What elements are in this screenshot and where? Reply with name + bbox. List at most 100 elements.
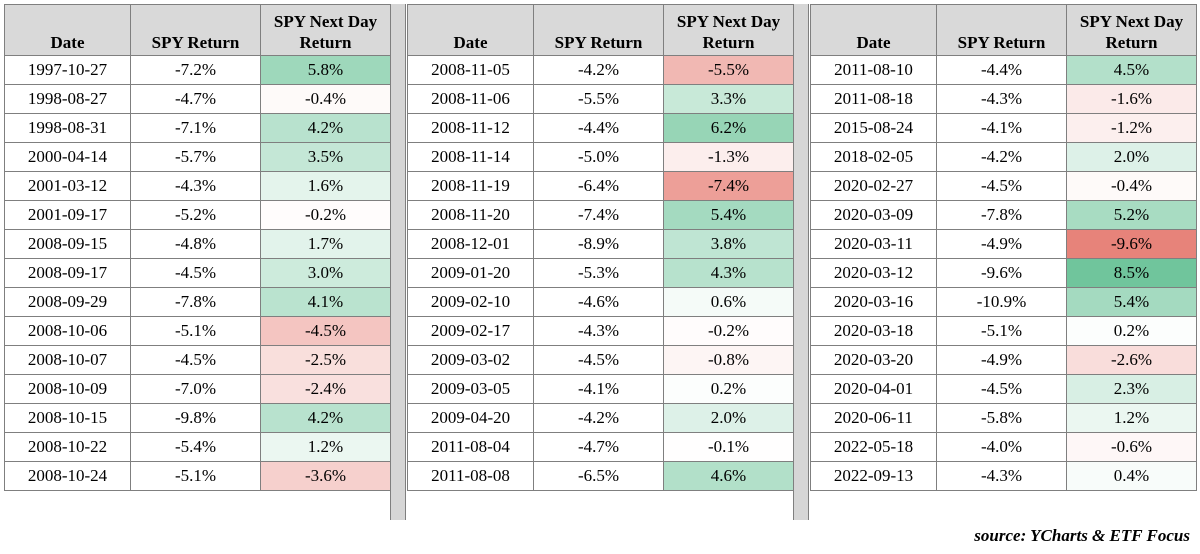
table-row: 2009-03-02 -4.5% -0.8% — [407, 345, 794, 375]
spy-return-cell: -4.3% — [533, 316, 664, 346]
date-cell: 2008-10-15 — [4, 403, 131, 433]
table-row: 1998-08-27 -4.7% -0.4% — [4, 84, 391, 114]
spy-return-cell: -5.7% — [130, 142, 261, 172]
next-day-return-cell: 4.3% — [663, 258, 794, 288]
spy-return-cell: -7.0% — [130, 374, 261, 404]
date-cell: 2008-11-12 — [407, 113, 534, 143]
date-cell: 2011-08-18 — [810, 84, 937, 114]
date-cell: 2020-06-11 — [810, 403, 937, 433]
table-row: 2011-08-18 -4.3% -1.6% — [810, 84, 1197, 114]
spy-return-cell: -4.0% — [936, 432, 1067, 462]
date-cell: 2020-03-16 — [810, 287, 937, 317]
next-day-return-cell: 4.1% — [260, 287, 391, 317]
next-day-return-cell: -0.4% — [260, 84, 391, 114]
next-day-return-cell: 6.2% — [663, 113, 794, 143]
spy-return-cell: -5.8% — [936, 403, 1067, 433]
next-day-return-cell: -0.6% — [1066, 432, 1197, 462]
returns-table-panel-1: Date SPY Return SPY Next Day Return 1997… — [4, 4, 391, 491]
returns-table: Date SPY Return SPY Next Day Return 2008… — [407, 4, 794, 491]
returns-table-panel-2: Date SPY Return SPY Next Day Return 2008… — [407, 4, 794, 491]
spy-return-cell: -6.4% — [533, 171, 664, 201]
date-cell: 1998-08-27 — [4, 84, 131, 114]
next-day-return-cell: 8.5% — [1066, 258, 1197, 288]
spy-return-cell: -5.4% — [130, 432, 261, 462]
spy-return-cell: -4.4% — [533, 113, 664, 143]
next-day-return-cell: -2.6% — [1066, 345, 1197, 375]
next-day-return-cell: -1.3% — [663, 142, 794, 172]
table-row: 2008-10-22 -5.4% 1.2% — [4, 432, 391, 462]
date-cell: 2011-08-04 — [407, 432, 534, 462]
table-row: 2008-11-06 -5.5% 3.3% — [407, 84, 794, 114]
spy-return-cell: -4.9% — [936, 345, 1067, 375]
table-row: 2008-11-05 -4.2% -5.5% — [407, 55, 794, 85]
table-row: 2008-11-12 -4.4% 6.2% — [407, 113, 794, 143]
spy-return-cell: -4.5% — [936, 374, 1067, 404]
spy-return-cell: -4.6% — [533, 287, 664, 317]
table-row: 2008-10-15 -9.8% 4.2% — [4, 403, 391, 433]
date-cell: 2000-04-14 — [4, 142, 131, 172]
spy-return-cell: -4.4% — [936, 55, 1067, 85]
spy-return-cell: -8.9% — [533, 229, 664, 259]
next-day-return-cell: -0.1% — [663, 432, 794, 462]
table-row: 2008-10-09 -7.0% -2.4% — [4, 374, 391, 404]
next-day-return-cell: 4.2% — [260, 403, 391, 433]
table-row: 2008-09-29 -7.8% 4.1% — [4, 287, 391, 317]
next-day-return-cell: 3.5% — [260, 142, 391, 172]
spy-return-cell: -4.5% — [936, 171, 1067, 201]
date-cell: 2020-04-01 — [810, 374, 937, 404]
spy-return-cell: -4.3% — [130, 171, 261, 201]
table-body: 2008-11-05 -4.2% -5.5% 2008-11-06 -5.5% 3.3% 2… — [407, 55, 794, 491]
date-cell: 2008-09-29 — [4, 287, 131, 317]
next-day-return-cell: -1.6% — [1066, 84, 1197, 114]
table-row: 2020-03-12 -9.6% 8.5% — [810, 258, 1197, 288]
spy-return-cell: -9.8% — [130, 403, 261, 433]
table-body: 2011-08-10 -4.4% 4.5% 2011-08-18 -4.3% -1.6% 2… — [810, 55, 1197, 491]
date-cell: 2008-11-05 — [407, 55, 534, 85]
next-day-return-cell: -4.5% — [260, 316, 391, 346]
date-cell: 2008-10-22 — [4, 432, 131, 462]
next-day-return-cell: 2.3% — [1066, 374, 1197, 404]
spy-return-cell: -4.8% — [130, 229, 261, 259]
spy-return-cell: -5.1% — [130, 316, 261, 346]
next-day-return-cell: -0.2% — [663, 316, 794, 346]
date-cell: 2008-10-06 — [4, 316, 131, 346]
date-cell: 2020-03-12 — [810, 258, 937, 288]
spy-return-cell: -5.0% — [533, 142, 664, 172]
next-day-return-cell: -2.4% — [260, 374, 391, 404]
next-day-return-cell: 1.2% — [260, 432, 391, 462]
next-day-return-cell: 5.4% — [1066, 287, 1197, 317]
spy-return-cell: -5.3% — [533, 258, 664, 288]
spy-return-cell: -5.5% — [533, 84, 664, 114]
next-day-return-cell: 0.6% — [663, 287, 794, 317]
table-header-row: Date SPY Return SPY Next Day Return — [4, 4, 391, 56]
date-cell: 2008-11-14 — [407, 142, 534, 172]
spy-return-header: SPY Return — [936, 4, 1067, 56]
date-cell: 2008-09-17 — [4, 258, 131, 288]
table-row: 2011-08-10 -4.4% 4.5% — [810, 55, 1197, 85]
date-cell: 2008-10-24 — [4, 461, 131, 491]
next-day-return-cell: 5.4% — [663, 200, 794, 230]
next-day-return-cell: 1.6% — [260, 171, 391, 201]
date-cell: 2009-03-05 — [407, 374, 534, 404]
date-cell: 2009-02-17 — [407, 316, 534, 346]
spy-return-cell: -4.2% — [533, 403, 664, 433]
next-day-return-cell: -1.2% — [1066, 113, 1197, 143]
next-day-return-cell: 4.2% — [260, 113, 391, 143]
table-body: 1997-10-27 -7.2% 5.8% 1998-08-27 -4.7% -0.4% 1… — [4, 55, 391, 491]
spy-return-header: SPY Return — [533, 4, 664, 56]
spy-return-cell: -5.1% — [130, 461, 261, 491]
table-row: 2009-04-20 -4.2% 2.0% — [407, 403, 794, 433]
source-caption: source: YCharts & ETF Focus — [974, 526, 1190, 545]
next-day-return-cell: -3.6% — [260, 461, 391, 491]
table-row: 2008-11-14 -5.0% -1.3% — [407, 142, 794, 172]
table-row: 2011-08-08 -6.5% 4.6% — [407, 461, 794, 491]
spy-return-cell: -7.1% — [130, 113, 261, 143]
date-cell: 2018-02-05 — [810, 142, 937, 172]
table-row: 2008-10-24 -5.1% -3.6% — [4, 461, 391, 491]
date-cell: 2020-03-11 — [810, 229, 937, 259]
spy-next-day-return-header: SPY Next Day Return — [663, 4, 794, 56]
date-cell: 2001-09-17 — [4, 200, 131, 230]
spy-return-header: SPY Return — [130, 4, 261, 56]
next-day-return-cell: -0.4% — [1066, 171, 1197, 201]
returns-table: Date SPY Return SPY Next Day Return 1997… — [4, 4, 391, 491]
